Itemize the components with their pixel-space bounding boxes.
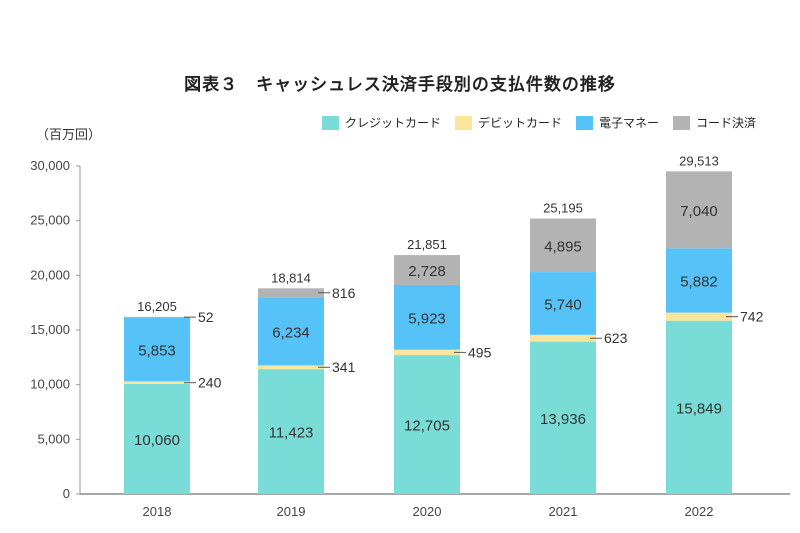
total-label: 18,814 [271, 270, 311, 285]
y-tick-label: 25,000 [30, 213, 70, 228]
data-label: 4,895 [544, 238, 582, 255]
data-label: 13,936 [540, 411, 586, 428]
bar-segment [666, 171, 732, 249]
y-tick-label: 15,000 [30, 322, 70, 337]
data-label: 6,234 [272, 324, 310, 341]
x-tick-label: 2020 [413, 504, 442, 519]
y-tick-label: 20,000 [30, 267, 70, 282]
total-label: 16,205 [137, 299, 177, 314]
legend-swatch [673, 115, 691, 130]
x-tick-label: 2018 [143, 504, 172, 519]
legend-swatch [455, 115, 473, 130]
legend-item-debit: デビットカード [455, 114, 562, 131]
data-label: 5,882 [680, 273, 718, 290]
bar-segment [258, 288, 324, 298]
bar-segment [258, 297, 324, 366]
legend-label: コード決済 [696, 116, 757, 130]
chart-title: 図表３ キャッシュレス決済手段別の支払件数の推移 [184, 75, 616, 95]
bar-segment [394, 284, 460, 350]
data-label: 623 [604, 330, 628, 346]
bar-segment [666, 320, 732, 494]
data-label: 2,728 [408, 263, 446, 280]
legend: クレジットカード デビットカード 電子マネー コード決済 [322, 114, 756, 131]
legend-label: クレジットカード [345, 116, 442, 130]
data-label: 495 [468, 344, 492, 360]
data-label: 5,853 [138, 342, 176, 359]
y-tick-label: 0 [63, 486, 70, 501]
data-label: 816 [332, 285, 356, 301]
legend-item-credit: クレジットカード [322, 114, 441, 131]
legend-item-code: コード決済 [673, 114, 756, 131]
y-tick-label: 30,000 [30, 158, 70, 173]
bar-segment [530, 341, 596, 494]
total-label: 25,195 [543, 201, 583, 216]
y-tick-label: 10,000 [30, 377, 70, 392]
data-label: 240 [198, 375, 222, 391]
bar-segment [124, 317, 190, 382]
data-label: 52 [198, 309, 214, 325]
bar-segment [124, 384, 190, 494]
bar-segment [258, 369, 324, 494]
bar-segment [124, 381, 190, 385]
data-label: 15,849 [676, 400, 722, 417]
bar-segment [394, 355, 460, 494]
bar-segment [394, 255, 460, 285]
legend-label: デビットカード [478, 116, 563, 130]
legend-swatch [576, 115, 594, 130]
bar-segment [124, 316, 190, 318]
bar-segment [530, 218, 596, 273]
data-label: 7,040 [680, 203, 718, 220]
x-tick-label: 2022 [685, 504, 714, 519]
bar-segment [666, 248, 732, 313]
x-tick-label: 2019 [277, 504, 306, 519]
y-axis-unit-label: （百万回） [36, 128, 102, 143]
bar-segment [666, 312, 732, 321]
legend-swatch [322, 115, 339, 130]
total-label: 21,851 [407, 237, 447, 252]
y-tick-label: 5,000 [37, 431, 70, 446]
data-label: 11,423 [269, 425, 314, 442]
x-tick-label: 2021 [549, 504, 578, 519]
legend-item-emoney: 電子マネー [576, 114, 659, 131]
data-label: 12,705 [404, 418, 450, 435]
data-label: 5,740 [544, 296, 582, 313]
data-label: 341 [332, 359, 356, 375]
data-label: 742 [740, 309, 764, 325]
data-label: 10,060 [134, 432, 180, 449]
bar-segment [258, 365, 324, 370]
bar-segment [530, 272, 596, 335]
data-label: 5,923 [408, 310, 446, 327]
bar-segment [394, 349, 460, 356]
bar-segment [530, 334, 596, 342]
legend-label: 電子マネー [599, 116, 660, 130]
total-label: 29,513 [679, 153, 719, 168]
